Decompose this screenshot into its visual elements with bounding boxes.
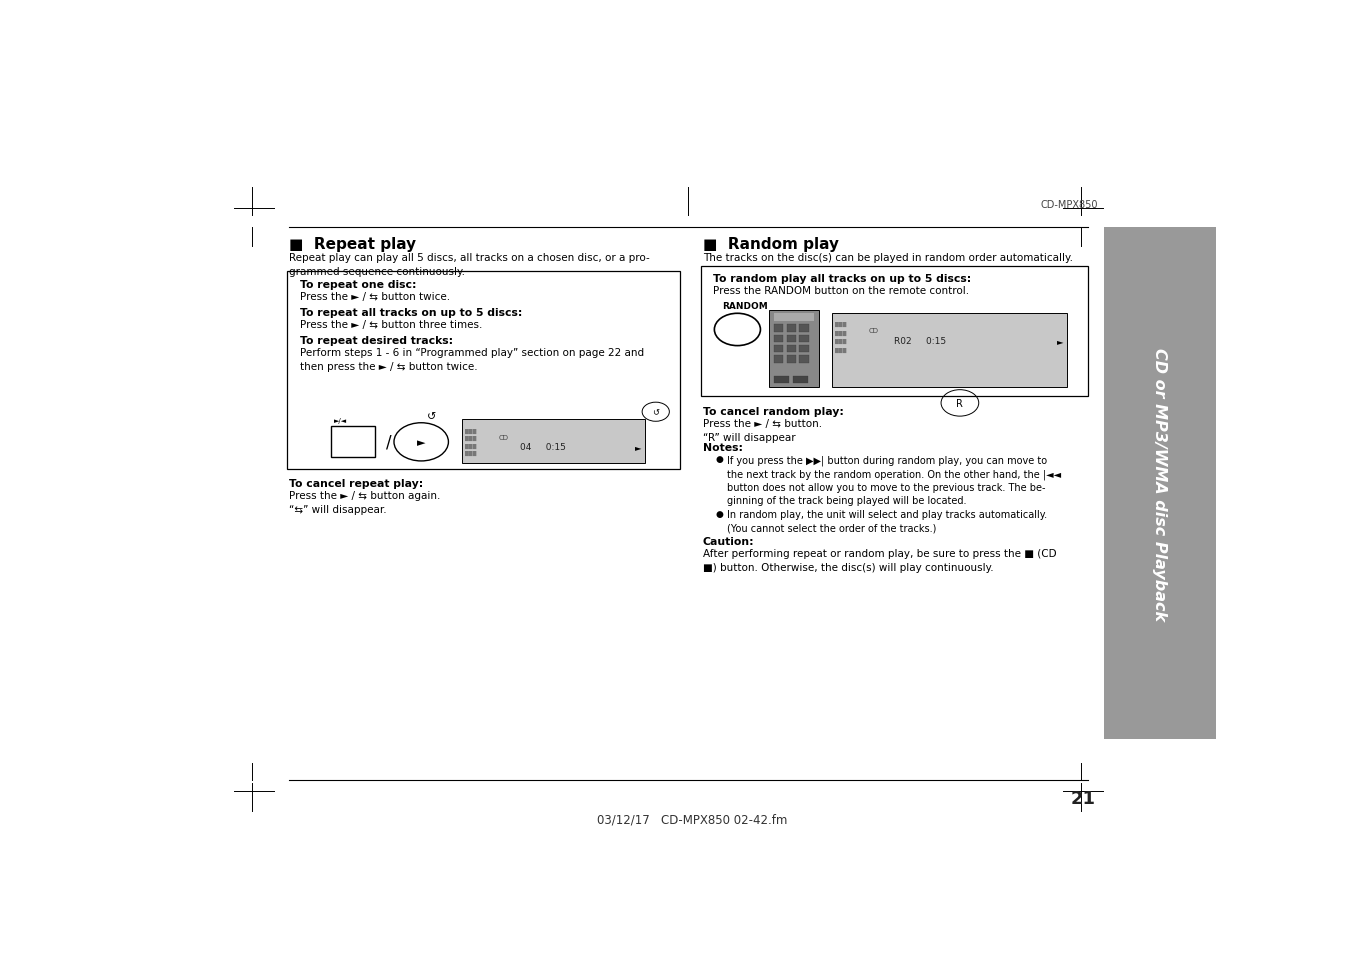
- Text: ↺: ↺: [653, 408, 659, 416]
- Text: Caution:: Caution:: [703, 537, 754, 546]
- Text: ███: ███: [465, 451, 477, 456]
- Text: 03/12/17   CD-MPX850 02-42.fm: 03/12/17 CD-MPX850 02-42.fm: [597, 813, 788, 826]
- Bar: [800, 335, 809, 342]
- Bar: [1104, 228, 1216, 740]
- Text: ███: ███: [465, 443, 477, 448]
- Text: Repeat play can play all 5 discs, all tracks on a chosen disc, or a pro-
grammed: Repeat play can play all 5 discs, all tr…: [289, 253, 650, 277]
- Text: The tracks on the disc(s) can be played in random order automatically.: The tracks on the disc(s) can be played …: [703, 253, 1073, 263]
- Bar: [800, 325, 809, 333]
- Text: 04     0:15: 04 0:15: [520, 442, 566, 452]
- Bar: [774, 325, 784, 333]
- Text: /: /: [386, 434, 392, 452]
- Bar: [786, 346, 796, 353]
- Text: After performing repeat or random play, be sure to press the ■ (CD
■) button. Ot: After performing repeat or random play, …: [703, 549, 1056, 573]
- Text: ███: ███: [465, 436, 477, 441]
- Text: Press the RANDOM button on the remote control.: Press the RANDOM button on the remote co…: [713, 286, 970, 296]
- Text: Notes:: Notes:: [703, 442, 743, 453]
- Text: ►: ►: [635, 442, 642, 452]
- Text: RANDOM: RANDOM: [721, 301, 767, 311]
- Text: ►: ►: [417, 437, 426, 447]
- Text: To repeat desired tracks:: To repeat desired tracks:: [300, 335, 453, 345]
- Text: CD: CD: [499, 435, 509, 440]
- Text: ███: ███: [835, 321, 846, 326]
- Bar: [774, 314, 813, 321]
- Bar: [701, 266, 1088, 396]
- Bar: [331, 427, 376, 457]
- Bar: [462, 419, 646, 464]
- Bar: [774, 376, 789, 384]
- Text: To cancel repeat play:: To cancel repeat play:: [289, 478, 423, 488]
- Text: ███: ███: [835, 348, 846, 353]
- Text: CD or MP3/WMA disc Playback: CD or MP3/WMA disc Playback: [1152, 348, 1167, 620]
- Bar: [786, 355, 796, 363]
- Bar: [793, 376, 808, 384]
- Text: To cancel random play:: To cancel random play:: [703, 406, 844, 416]
- Text: CD: CD: [869, 327, 878, 334]
- Bar: [288, 273, 680, 470]
- Bar: [786, 335, 796, 342]
- Text: 21: 21: [1070, 789, 1096, 807]
- Text: Perform steps 1 - 6 in “Programmed play” section on page 22 and
then press the ►: Perform steps 1 - 6 in “Programmed play”…: [300, 348, 644, 372]
- Text: R02     0:15: R02 0:15: [894, 336, 947, 346]
- Text: ●: ●: [716, 510, 723, 518]
- Text: Press the ► / ⇆ button again.
“⇆” will disappear.: Press the ► / ⇆ button again. “⇆” will d…: [289, 491, 440, 515]
- Text: ↺: ↺: [427, 411, 436, 421]
- Text: In random play, the unit will select and play tracks automatically.
(You cannot : In random play, the unit will select and…: [727, 510, 1047, 533]
- Text: If you press the ▶▶| button during random play, you can move to
the next track b: If you press the ▶▶| button during rando…: [727, 455, 1061, 505]
- Text: ■  Repeat play: ■ Repeat play: [289, 237, 416, 252]
- Bar: [769, 311, 819, 387]
- Bar: [800, 346, 809, 353]
- Bar: [774, 346, 784, 353]
- Text: ►: ►: [1056, 336, 1063, 346]
- Text: ███: ███: [465, 429, 477, 434]
- Text: ►/◄: ►/◄: [334, 418, 347, 424]
- Text: ███: ███: [835, 339, 846, 344]
- Text: CD-MPX850: CD-MPX850: [1040, 200, 1097, 211]
- Text: Press the ► / ⇆ button.
“R” will disappear: Press the ► / ⇆ button. “R” will disappe…: [703, 419, 821, 443]
- Text: R: R: [957, 398, 963, 409]
- Text: ■  Random play: ■ Random play: [703, 237, 839, 252]
- Bar: [800, 355, 809, 363]
- Bar: [832, 314, 1067, 387]
- Bar: [774, 335, 784, 342]
- Text: To repeat one disc:: To repeat one disc:: [300, 279, 416, 290]
- Text: ███: ███: [835, 330, 846, 335]
- Text: To repeat all tracks on up to 5 discs:: To repeat all tracks on up to 5 discs:: [300, 308, 521, 317]
- Text: ●: ●: [716, 455, 723, 464]
- Bar: [774, 355, 784, 363]
- Text: Press the ► / ⇆ button three times.: Press the ► / ⇆ button three times.: [300, 320, 482, 330]
- Text: To random play all tracks on up to 5 discs:: To random play all tracks on up to 5 dis…: [713, 274, 971, 284]
- Text: Press the ► / ⇆ button twice.: Press the ► / ⇆ button twice.: [300, 292, 450, 302]
- Bar: [786, 325, 796, 333]
